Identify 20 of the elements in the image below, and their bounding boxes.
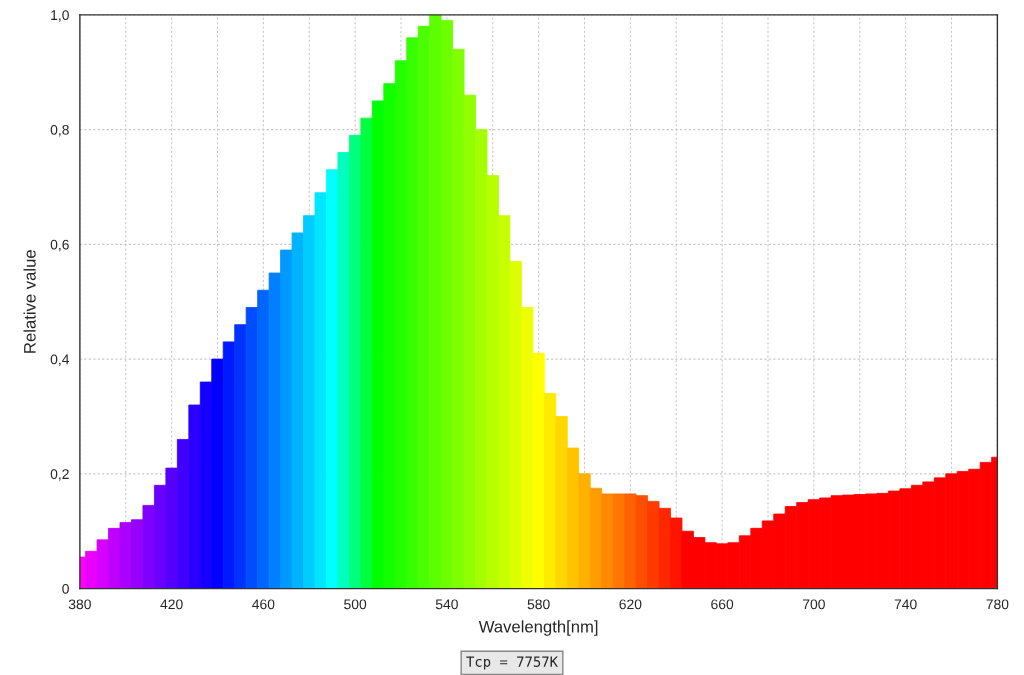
y-tick-label: 0,8 bbox=[50, 124, 69, 137]
x-tick-label: 700 bbox=[803, 599, 825, 610]
x-tick-label: 660 bbox=[711, 599, 734, 610]
y-tick-label: 0,4 bbox=[50, 354, 70, 366]
x-tick-label: 620 bbox=[619, 599, 642, 610]
y-tick-label: 0 bbox=[62, 583, 69, 594]
y-tick-label: 0,6 bbox=[50, 239, 69, 252]
x-tick-label: 420 bbox=[160, 599, 183, 610]
y-tick-label: 1,0 bbox=[51, 10, 69, 22]
x-tick-label: 740 bbox=[894, 599, 917, 610]
x-tick-label: 540 bbox=[435, 599, 458, 610]
text: Tcp = 7757K bbox=[466, 656, 558, 670]
y-axis-title: Relative value bbox=[23, 250, 36, 353]
x-tick-label: 780 bbox=[986, 599, 1009, 610]
x-tick-label: 500 bbox=[344, 599, 367, 610]
x-tick-label: 580 bbox=[527, 599, 550, 610]
x-tick-label: 380 bbox=[68, 599, 91, 610]
y-tick-label: 0,2 bbox=[50, 469, 69, 481]
x-axis-title: Wavelength[nm] bbox=[478, 620, 598, 636]
x-tick-label: 460 bbox=[252, 599, 275, 610]
